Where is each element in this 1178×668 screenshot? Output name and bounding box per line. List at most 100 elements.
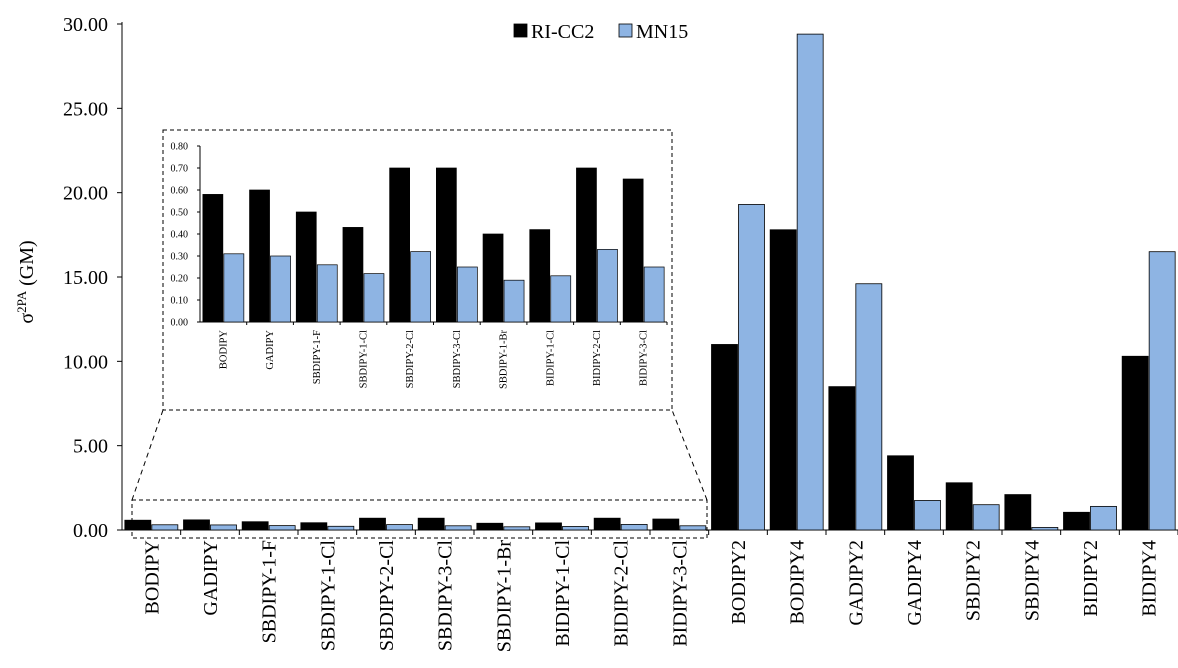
bar-ricc2-bodipy4 <box>769 229 797 531</box>
inset-x-category-label: BODIPY <box>218 330 229 370</box>
inset-x-category-label: BIDIPY-1-Cl <box>545 330 556 386</box>
inset-y-tick-label: 0.40 <box>171 230 189 241</box>
y-tick-label: 25.00 <box>63 98 108 120</box>
legend: RI-CC2 MN15 <box>513 21 688 43</box>
zoom-region-box <box>131 499 708 539</box>
inset-x-category-label: SBDIPY-1-Cl <box>358 330 369 388</box>
inset-bar-ricc2-bidipy-1-cl <box>529 229 551 323</box>
legend-swatch-ricc2 <box>513 23 528 38</box>
inset-bar-ricc2-sbdipy-3-cl <box>436 167 457 323</box>
bar-ricc2-bodipy <box>124 519 152 531</box>
legend-swatch-mn15 <box>618 23 633 38</box>
bar-mn15-bodipy <box>151 524 179 531</box>
y-tick-label: 10.00 <box>63 351 108 373</box>
zoom-connector-left <box>131 409 164 501</box>
x-category-label: BIDIPY-3-Cl <box>669 540 691 647</box>
inset-bar-ricc2-bodipy <box>202 194 224 323</box>
y-tick-label: 0.00 <box>73 520 108 542</box>
bar-mn15-bidipy2 <box>1090 505 1117 531</box>
bar-ricc2-sbdipy-2-cl <box>359 517 386 531</box>
x-category-label: BIDIPY4 <box>1139 540 1161 617</box>
inset-bar-mn15-sbdipy-1-cl <box>363 273 385 323</box>
inset-bar-ricc2-bidipy-2-cl <box>576 167 597 323</box>
main-bars <box>124 33 1176 531</box>
bar-ricc2-sbdipy-1-f <box>241 521 269 531</box>
x-category-label: SBDIPY-1-F <box>259 540 281 643</box>
bar-ricc2-sbdipy4 <box>1004 494 1032 531</box>
x-category-label: GADIPY <box>200 540 222 616</box>
x-category-label: SBDIPY-3-Cl <box>435 540 457 652</box>
bar-ricc2-sbdipy-1-cl <box>300 522 328 531</box>
x-category-label: SBDIPY-1-Br <box>493 540 515 653</box>
bar-ricc2-bodipy2 <box>711 344 738 531</box>
x-category-label: BIDIPY-2-Cl <box>611 540 633 647</box>
main-axes <box>117 22 1178 535</box>
x-category-label: BIDIPY-1-Cl <box>552 540 574 647</box>
bar-ricc2-bidipy4 <box>1121 355 1149 531</box>
bar-ricc2-bidipy-1-cl <box>535 522 562 531</box>
inset-bar-ricc2-sbdipy-1-br <box>482 233 504 323</box>
bar-mn15-bidipy-2-cl <box>620 524 648 531</box>
bar-ricc2-sbdipy-1-br <box>476 522 504 531</box>
inset-y-tick-label: 0.50 <box>171 208 189 219</box>
inset-bar-ricc2-sbdipy-1-f <box>295 211 317 323</box>
inset-bar-mn15-bidipy-3-cl <box>643 266 665 323</box>
inset-x-category-label: BIDIPY-3-Cl <box>639 330 650 386</box>
inset-y-tick-label: 0.80 <box>171 142 189 153</box>
bar-mn15-gadipy <box>210 524 237 531</box>
y-tick-label: 30.00 <box>63 14 108 36</box>
x-category-label: GADIPY2 <box>845 540 867 626</box>
y-tick-label: 20.00 <box>63 183 108 205</box>
bar-mn15-bodipy4 <box>796 33 824 531</box>
inset-x-category-label: SBDIPY-3-Cl <box>452 330 463 388</box>
inset-y-tick-label: 0.30 <box>171 252 189 263</box>
inset-y-tick-label: 0.10 <box>171 296 189 307</box>
bar-mn15-bidipy-3-cl <box>679 525 707 531</box>
x-category-label: SBDIPY-1-Cl <box>317 540 339 652</box>
inset-bar-mn15-bidipy-2-cl <box>597 249 618 323</box>
inset-x-category-label: SBDIPY-1-Br <box>499 330 510 389</box>
bar-ricc2-bidipy2 <box>1063 511 1090 531</box>
bar-mn15-sbdipy-3-cl <box>444 525 472 531</box>
zoom-connector <box>131 409 708 539</box>
bar-ricc2-gadipy <box>183 519 210 531</box>
bar-ricc2-sbdipy-3-cl <box>417 517 445 531</box>
bar-mn15-sbdipy-2-cl <box>386 524 413 531</box>
inset-y-tick-label: 0.70 <box>171 164 189 175</box>
x-category-label: SBDIPY2 <box>963 540 985 621</box>
bar-mn15-gadipy4 <box>914 500 941 531</box>
inset-x-category-label: BIDIPY-2-Cl <box>592 330 603 386</box>
y-tick-label: 5.00 <box>73 436 108 458</box>
inset-y-tick-label: 0.20 <box>171 274 189 285</box>
zoom-connector-right <box>671 409 708 501</box>
inset-bar-mn15-sbdipy-3-cl <box>457 266 478 323</box>
bar-ricc2-gadipy4 <box>887 455 914 531</box>
bar-mn15-sbdipy-1-cl <box>327 525 355 531</box>
bar-ricc2-gadipy2 <box>828 386 856 531</box>
inset-bar-ricc2-sbdipy-2-cl <box>389 167 410 323</box>
bar-mn15-bidipy-1-cl <box>562 526 589 531</box>
y-tick-label: 15.00 <box>63 267 108 289</box>
inset-chart: 0.00 0.10 0.20 0.30 0.40 0.50 0.60 0.70 0.80 BODI… <box>162 129 673 411</box>
bar-mn15-sbdipy-1-f <box>268 525 296 531</box>
inset-bar-ricc2-gadipy <box>249 189 270 323</box>
legend-label-ricc2: RI-CC2 <box>531 21 594 43</box>
bar-mn15-sbdipy-1-br <box>503 526 531 531</box>
inset-bar-mn15-bidipy-1-cl <box>550 275 572 323</box>
x-category-label: BODIPY <box>141 540 163 614</box>
main-x-tick-labels: BODIPY GADIPY SBDIPY-1-F SBDIPY-1-Cl SBDIPY-… <box>141 540 1160 653</box>
inset-bar-mn15-bodipy <box>223 253 245 323</box>
bar-mn15-gadipy2 <box>855 283 883 531</box>
bar-ricc2-bidipy-2-cl <box>593 517 621 531</box>
bar-mn15-bodipy2 <box>738 204 765 531</box>
inset-x-category-label: SBDIPY-1-F <box>312 330 323 384</box>
y-axis-title: σ2PA (GM) <box>14 240 39 323</box>
inset-x-category-label: GADIPY <box>265 330 276 370</box>
bar-ricc2-sbdipy2 <box>945 482 973 531</box>
inset-x-category-label: SBDIPY-2-Cl <box>405 330 416 388</box>
inset-bar-mn15-gadipy <box>270 255 291 323</box>
inset-bar-ricc2-bidipy-3-cl <box>622 178 644 323</box>
bar-mn15-sbdipy2 <box>972 504 1000 531</box>
inset-bar-ricc2-sbdipy-1-cl <box>342 227 364 323</box>
